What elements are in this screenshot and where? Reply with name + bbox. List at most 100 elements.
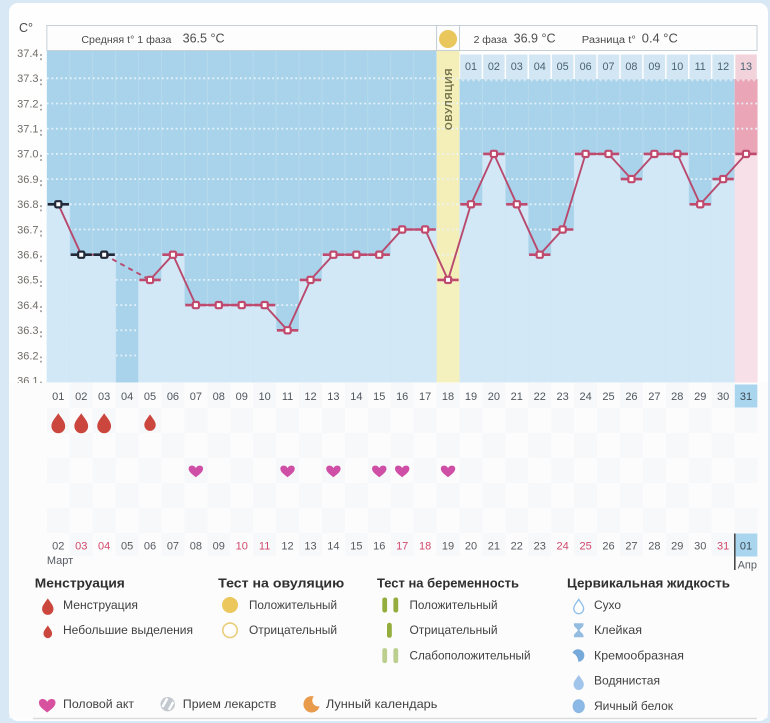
svg-text:36.6: 36.6: [17, 250, 38, 262]
svg-text:05: 05: [144, 391, 156, 403]
svg-text:30: 30: [717, 391, 729, 403]
svg-text:Яичный белок: Яичный белок: [594, 699, 674, 713]
svg-text:Прием лекарств: Прием лекарств: [183, 697, 276, 711]
svg-text:Положительный: Положительный: [410, 598, 498, 612]
svg-text:31: 31: [740, 391, 752, 403]
svg-text:21: 21: [511, 391, 523, 403]
svg-text:01: 01: [740, 541, 752, 553]
svg-text:04: 04: [534, 61, 546, 73]
svg-text:Сухо: Сухо: [594, 598, 621, 612]
svg-text:Клейкая: Клейкая: [594, 623, 642, 637]
svg-text:13: 13: [304, 541, 316, 553]
svg-text:07: 07: [603, 61, 615, 73]
svg-text:28: 28: [648, 541, 660, 553]
svg-text:Водянистая: Водянистая: [594, 674, 660, 688]
svg-text:21: 21: [488, 541, 500, 553]
svg-text:18: 18: [419, 541, 431, 553]
svg-text:03: 03: [511, 61, 523, 73]
svg-text:37.2: 37.2: [17, 98, 38, 110]
svg-text:Тест на овуляцию: Тест на овуляцию: [218, 576, 344, 591]
svg-text:15: 15: [373, 391, 385, 403]
svg-text:ОВУЛЯЦИЯ: ОВУЛЯЦИЯ: [444, 68, 455, 130]
svg-text:Половой акт: Половой акт: [63, 697, 134, 711]
svg-text:36.9 °C: 36.9 °C: [514, 31, 556, 46]
svg-text:36.4: 36.4: [17, 300, 38, 312]
svg-text:01: 01: [52, 391, 64, 403]
svg-text:37.3: 37.3: [17, 73, 38, 85]
svg-text:14: 14: [350, 391, 362, 403]
svg-text:Цервикальная жидкость: Цервикальная жидкость: [567, 576, 730, 591]
svg-text:Положительный: Положительный: [249, 598, 337, 612]
svg-text:03: 03: [98, 391, 110, 403]
svg-text:36.5: 36.5: [17, 275, 38, 287]
svg-text:22: 22: [534, 391, 546, 403]
svg-text:09: 09: [213, 541, 225, 553]
svg-text:20: 20: [488, 391, 500, 403]
svg-text:02: 02: [52, 541, 64, 553]
svg-text:03: 03: [75, 541, 87, 553]
svg-text:27: 27: [648, 391, 660, 403]
svg-text:02: 02: [75, 391, 87, 403]
svg-text:26: 26: [602, 541, 614, 553]
svg-text:Апр: Апр: [738, 560, 757, 572]
svg-text:Менструация: Менструация: [63, 598, 138, 612]
svg-text:2 фаза: 2 фаза: [474, 34, 508, 46]
svg-text:31: 31: [717, 541, 729, 553]
svg-text:36.9: 36.9: [17, 174, 38, 186]
svg-text:11: 11: [282, 391, 293, 403]
svg-text:36.7: 36.7: [17, 224, 38, 236]
svg-text:18: 18: [442, 391, 454, 403]
svg-text:25: 25: [579, 541, 591, 553]
svg-text:Отрицательный: Отрицательный: [249, 623, 337, 637]
svg-text:36.2: 36.2: [17, 350, 38, 362]
svg-text:Март: Март: [47, 555, 73, 567]
svg-text:01: 01: [465, 61, 477, 73]
svg-text:25: 25: [602, 391, 614, 403]
svg-text:Отрицательный: Отрицательный: [410, 623, 498, 637]
svg-text:16: 16: [396, 391, 408, 403]
svg-text:Менструация: Менструация: [35, 576, 125, 591]
svg-text:08: 08: [190, 541, 202, 553]
svg-text:13: 13: [740, 61, 752, 73]
svg-text:37.4: 37.4: [17, 48, 38, 60]
svg-text:Кремообразная: Кремообразная: [594, 648, 684, 662]
svg-text:23: 23: [557, 391, 569, 403]
svg-text:Разница t°: Разница t°: [582, 35, 636, 46]
svg-text:27: 27: [625, 541, 637, 553]
svg-text:12: 12: [717, 61, 729, 73]
svg-text:0.4 °C: 0.4 °C: [642, 31, 678, 46]
svg-text:Слабоположительный: Слабоположительный: [410, 648, 531, 662]
svg-text:28: 28: [671, 391, 683, 403]
svg-text:36.3: 36.3: [17, 325, 38, 337]
svg-text:C°: C°: [19, 21, 33, 35]
svg-text:10: 10: [236, 541, 248, 553]
svg-text:15: 15: [350, 541, 362, 553]
svg-text:05: 05: [121, 541, 133, 553]
svg-text:07: 07: [167, 541, 179, 553]
svg-text:07: 07: [190, 391, 202, 403]
svg-text:29: 29: [694, 391, 706, 403]
svg-text:24: 24: [579, 391, 591, 403]
svg-text:Небольшие выделения: Небольшие выделения: [63, 623, 193, 637]
svg-text:19: 19: [465, 391, 477, 403]
svg-text:16: 16: [373, 541, 385, 553]
svg-text:14: 14: [327, 541, 339, 553]
svg-text:Лунный календарь: Лунный календарь: [326, 697, 438, 711]
svg-text:20: 20: [465, 541, 477, 553]
svg-text:06: 06: [167, 391, 179, 403]
svg-text:36.5 °C: 36.5 °C: [183, 31, 225, 46]
svg-text:24: 24: [557, 541, 569, 553]
svg-text:08: 08: [213, 391, 225, 403]
svg-text:23: 23: [534, 541, 546, 553]
svg-text:04: 04: [98, 541, 110, 553]
svg-text:37.1: 37.1: [17, 124, 38, 136]
svg-text:12: 12: [304, 391, 316, 403]
svg-text:11: 11: [259, 541, 270, 553]
svg-text:22: 22: [511, 541, 523, 553]
svg-text:12: 12: [281, 541, 293, 553]
svg-text:11: 11: [695, 61, 706, 73]
svg-text:05: 05: [557, 61, 569, 73]
svg-text:13: 13: [327, 391, 339, 403]
svg-text:06: 06: [580, 61, 592, 73]
svg-text:37.0: 37.0: [17, 149, 38, 161]
